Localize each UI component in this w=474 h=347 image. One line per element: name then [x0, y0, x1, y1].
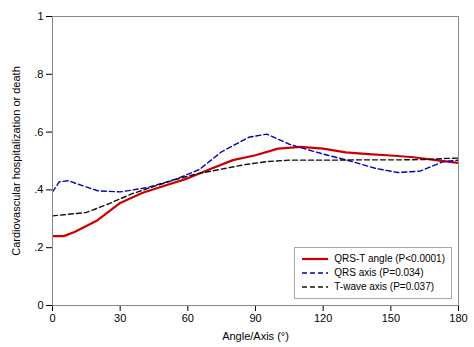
svg-text:.6: .6: [34, 126, 43, 138]
svg-text:90: 90: [249, 312, 261, 324]
svg-text:.8: .8: [34, 68, 43, 80]
svg-text:Cardiovascular hospitalization: Cardiovascular hospitalization or death: [10, 66, 22, 256]
svg-text:180: 180: [449, 312, 467, 324]
html-text:QRS-T angle (P<0.0001): QRS-T angle (P<0.0001): [334, 253, 445, 264]
svg-text:30: 30: [114, 312, 126, 324]
html-text:T-wave axis (P=0.037): T-wave axis (P=0.037): [334, 281, 434, 292]
svg-text:120: 120: [314, 312, 332, 324]
svg-text:.2: .2: [34, 241, 43, 253]
svg-text:Angle/Axis (°): Angle/Axis (°): [222, 330, 289, 342]
svg-text:1: 1: [37, 10, 43, 22]
svg-text:.4: .4: [34, 183, 43, 195]
svg-text:0: 0: [49, 312, 55, 324]
svg-text:60: 60: [182, 312, 194, 324]
svg-text:150: 150: [382, 312, 400, 324]
html-text:QRS axis (P=0.034): QRS axis (P=0.034): [334, 267, 424, 278]
svg-text:0: 0: [37, 299, 43, 311]
